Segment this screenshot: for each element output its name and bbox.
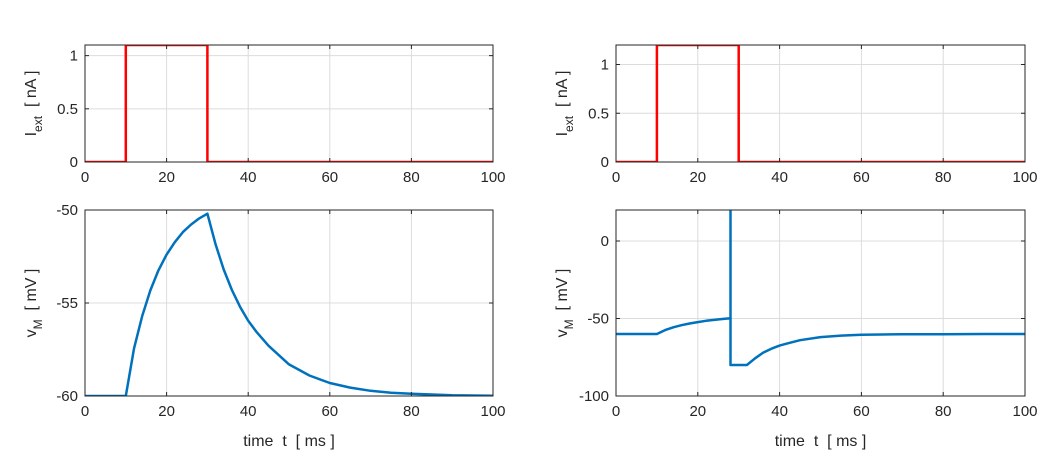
x-axis-label: time t [ ms ] [243, 433, 335, 450]
x-tick-label: 100 [480, 403, 505, 420]
y-axis-label: Iext [ nA ] [23, 71, 45, 137]
axes-frame [615, 209, 1026, 397]
y-tick-label: 0 [601, 233, 609, 250]
series-line-0 [85, 45, 493, 162]
x-tick-label: 80 [935, 403, 952, 420]
x-tick-label: 40 [771, 169, 788, 186]
axes-frame [615, 44, 1026, 163]
series-line-0 [616, 45, 1025, 162]
series-line-0 [616, 210, 1025, 367]
x-tick-label: 100 [1012, 169, 1037, 186]
axes-frame [84, 44, 494, 163]
x-tick-label: 0 [81, 403, 89, 420]
x-tick-label: 20 [158, 403, 175, 420]
x-tick-label: 40 [240, 169, 257, 186]
y-tick-label: -50 [56, 202, 78, 219]
y-axis-label: vM [ mV ] [23, 269, 45, 338]
x-tick-label: 80 [403, 169, 420, 186]
x-tick-label: 60 [321, 169, 338, 186]
series-line-0 [85, 212, 493, 396]
x-tick-label: 40 [240, 403, 257, 420]
y-tick-label: -55 [56, 295, 78, 312]
x-tick-label: 60 [853, 169, 870, 186]
x-tick-label: 80 [403, 403, 420, 420]
y-tick-label: 0.5 [588, 105, 609, 122]
x-tick-label: 100 [1012, 403, 1037, 420]
x-tick-label: 20 [689, 403, 706, 420]
x-tick-label: 80 [935, 169, 952, 186]
y-tick-label: -50 [587, 311, 609, 328]
panel-bottom-left: 0 20 40 60 80 100 -60 -55 -50 vM [ mV ] time t [ m… [23, 202, 506, 450]
x-axis-label: time t [ ms ] [775, 433, 867, 450]
panel-bottom-right: 0 20 40 60 80 100 -100 -50 0 vM [ mV ] time t [ ms… [554, 209, 1038, 450]
x-tick-label: 20 [689, 169, 706, 186]
x-tick-label: 60 [853, 403, 870, 420]
x-tick-label: 0 [612, 403, 620, 420]
x-tick-label: 0 [612, 169, 620, 186]
x-tick-label: 0 [81, 169, 89, 186]
x-tick-label: 20 [158, 169, 175, 186]
y-tick-label: 0 [601, 154, 609, 171]
x-tick-label: 40 [771, 403, 788, 420]
y-axis-label: vM [ mV ] [554, 269, 576, 338]
x-tick-label: 60 [321, 403, 338, 420]
panel-top-right: 0 20 40 60 80 100 0 0.5 1 Iext [ nA ] [554, 44, 1038, 186]
y-tick-label: 0 [70, 154, 78, 171]
y-tick-label: -100 [579, 388, 609, 405]
y-tick-label: 0.5 [57, 101, 78, 118]
x-tick-label: 100 [480, 169, 505, 186]
y-tick-label: 1 [70, 48, 78, 65]
panel-top-left: 0 20 40 60 80 100 0 0.5 1 Iext [ nA ] [23, 44, 506, 186]
y-axis-label: Iext [ nA ] [554, 71, 576, 137]
y-tick-label: -60 [56, 388, 78, 405]
y-tick-label: 1 [601, 57, 609, 74]
